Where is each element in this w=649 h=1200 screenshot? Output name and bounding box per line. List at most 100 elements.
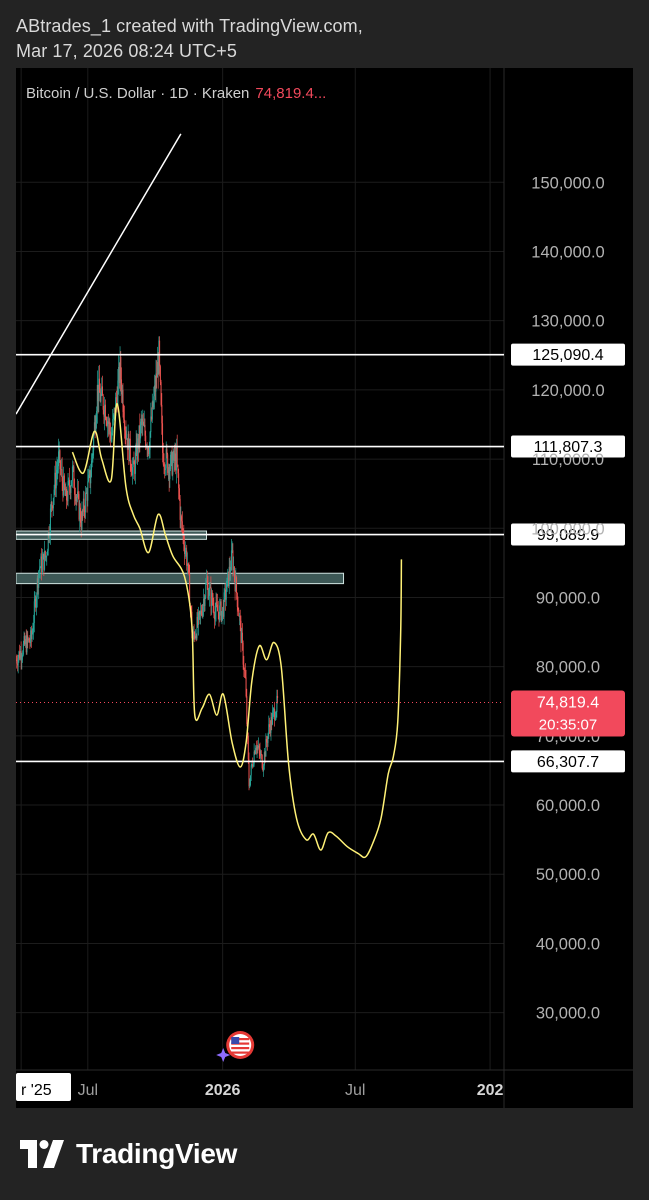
candle	[247, 732, 249, 764]
candle-body	[63, 475, 65, 496]
candle	[52, 497, 54, 517]
candle	[68, 477, 70, 486]
candle	[113, 407, 115, 421]
candle-body	[111, 432, 113, 440]
candle	[60, 458, 62, 477]
event-flag-stripe	[231, 1051, 250, 1054]
candle-body	[266, 742, 268, 744]
candle	[33, 590, 35, 633]
candle-body	[209, 586, 211, 588]
candle-body	[35, 599, 37, 608]
candle-body	[67, 480, 69, 502]
candle	[19, 645, 21, 661]
candle-body	[62, 481, 64, 496]
candle-body	[206, 580, 208, 585]
candle-body	[263, 752, 265, 766]
countdown-label: 20:35:07	[539, 717, 597, 734]
candle-body	[33, 623, 35, 631]
level-3: 66,307.7	[16, 750, 625, 773]
event-flag-stripe	[231, 1047, 250, 1050]
candle	[269, 717, 271, 735]
candle-body	[262, 768, 264, 771]
candle-body	[36, 596, 38, 608]
candle-body	[228, 566, 230, 587]
candle	[141, 414, 143, 437]
candle-body	[42, 553, 44, 560]
candle-body	[193, 631, 195, 634]
level-price-box	[511, 343, 625, 366]
candle-body	[22, 643, 24, 655]
candle	[85, 485, 87, 519]
candle	[138, 425, 140, 454]
candle	[156, 346, 158, 378]
candle	[159, 336, 161, 377]
candle	[100, 388, 102, 407]
candle-body	[225, 591, 227, 600]
candle	[242, 640, 244, 670]
candle-body	[239, 615, 241, 621]
candle-body	[254, 751, 256, 754]
candle-body	[246, 696, 248, 725]
price-chart[interactable]: 125,090.4 111,807.3 99,089.9 66,307.7 150,0…	[16, 68, 633, 1108]
candle-body	[68, 479, 70, 488]
candle	[271, 712, 273, 731]
candle	[134, 444, 136, 485]
candle	[250, 760, 252, 782]
candle-body	[197, 612, 199, 625]
candle-body	[164, 468, 166, 471]
candle	[19, 644, 21, 661]
candle	[249, 778, 251, 789]
candle	[227, 568, 229, 587]
candle	[96, 406, 98, 429]
candle	[257, 740, 259, 754]
candle	[90, 463, 92, 495]
candle	[137, 433, 139, 465]
candle	[27, 637, 29, 643]
candle	[16, 655, 18, 669]
candle	[159, 364, 161, 386]
candle	[29, 634, 31, 649]
candle-body	[50, 502, 52, 509]
candle-body	[71, 480, 73, 486]
candle-body	[172, 460, 174, 475]
chart-panel[interactable]: 125,090.4 111,807.3 99,089.9 66,307.7 150,0…	[16, 68, 633, 1108]
candle-body	[94, 422, 96, 432]
candle-body	[233, 566, 235, 578]
candle-body	[265, 739, 267, 757]
candle	[118, 362, 120, 389]
level-price-box	[511, 523, 625, 546]
candle-body	[119, 357, 121, 383]
current-price-label: 74,819.4	[537, 695, 599, 712]
candle-body	[115, 397, 117, 399]
candle	[229, 556, 231, 581]
candle-body	[33, 601, 35, 624]
x-tick-box	[16, 1073, 71, 1101]
candle-body	[214, 611, 216, 620]
candle	[30, 625, 32, 648]
candle-body	[260, 754, 262, 756]
candle-body	[175, 453, 177, 471]
candle-body	[260, 754, 262, 756]
candle	[107, 416, 109, 438]
candle-body	[30, 630, 32, 640]
candle-body	[252, 764, 254, 767]
candle	[196, 612, 198, 641]
candle-body	[100, 393, 102, 402]
candle-body	[104, 404, 106, 417]
candle	[268, 715, 270, 739]
candle	[201, 604, 203, 618]
candle-body	[63, 475, 65, 488]
candle-body	[203, 598, 205, 606]
candle-body	[68, 479, 70, 481]
candle	[175, 443, 177, 475]
candle-body	[236, 577, 238, 594]
candle	[192, 626, 194, 642]
candle-body	[69, 487, 71, 493]
candle	[30, 626, 32, 647]
candle	[207, 576, 209, 601]
candle	[150, 402, 152, 438]
candle-body	[162, 452, 164, 465]
candle-body	[58, 450, 60, 452]
price-candles	[16, 336, 279, 791]
candle	[99, 383, 101, 403]
